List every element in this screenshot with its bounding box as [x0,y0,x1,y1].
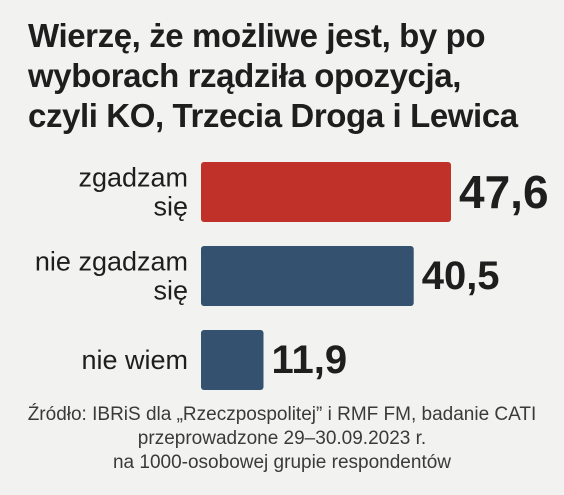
category-label-line: nie zgadzam [35,247,188,277]
chart-title: Wierzę, że możliwe jest, by po wyborach … [28,16,558,136]
bar-1 [201,162,451,222]
category-label: nie zgadzam się [35,247,188,306]
title-line: wyborach rządziła opozycja, [28,57,461,94]
category-label: zgadzam się [78,163,188,222]
category-label-line: zgadzam [78,163,188,193]
bar-2 [201,246,414,306]
source-note: Źródło: IBRiS dla „Rzeczpospolitej” i RM… [0,403,564,475]
value-label: 40,5 [422,254,500,298]
category-label-line: się [153,276,188,306]
value-label: 11,9 [272,338,348,382]
title-line: Wierzę, że możliwe jest, by po [28,17,486,54]
source-line: przeprowadzone 29–30.09.2023 r. [137,428,427,449]
bar-3 [201,330,264,390]
source-line: na 1000-osobowej grupie respondentów [112,452,452,473]
source-line: Źródło: IBRiS dla „Rzeczpospolitej” i RM… [27,404,537,425]
category-label-line: nie wiem [81,345,188,375]
category-label: nie wiem [81,345,188,375]
title-line: czyli KO, Trzecia Droga i Lewica [28,97,518,134]
value-label: 47,6 [459,166,549,218]
category-label-line: się [153,192,188,222]
